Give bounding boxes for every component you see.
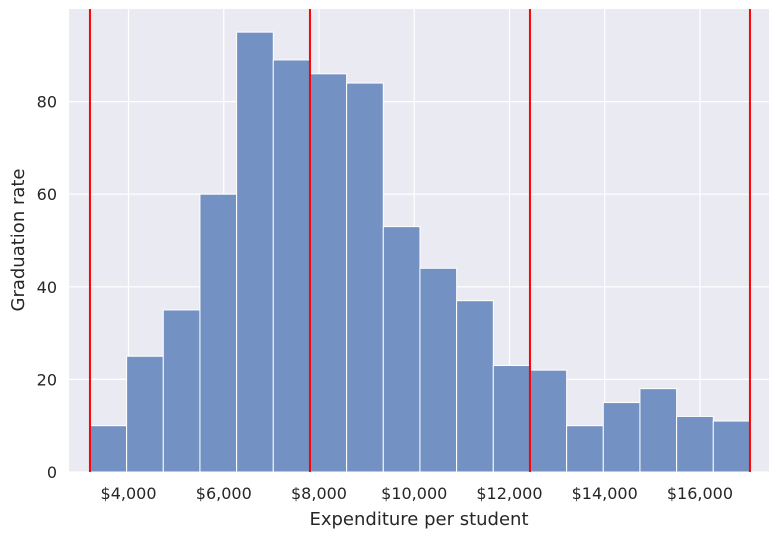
x-tick-labels: $4,000 $6,000 $8,000 $10,000 $12,000 $14,000 $… [101,484,734,503]
y-axis-label: Graduation rate [8,168,29,311]
reference-lines [88,9,751,472]
x-tick-label: $10,000 [381,484,447,503]
histogram-bar [492,365,531,473]
histogram-bar [382,226,421,473]
histogram-bar [126,355,164,473]
y-tick-label: 20 [37,370,57,389]
x-tick-label: $8,000 [291,484,347,503]
histogram-bar [199,193,238,473]
histogram-bar [162,309,201,473]
histogram-bar [236,31,274,473]
histogram-bar [712,420,751,473]
x-tick-label: $4,000 [101,484,157,503]
x-tick-label: $6,000 [196,484,252,503]
x-tick-label: $14,000 [572,484,638,503]
histogram-bar [89,425,128,473]
histogram-bar [676,415,714,473]
histogram-bar [419,267,458,473]
histogram-bar [602,402,641,473]
histogram-bar [272,59,311,473]
x-axis-label: Expenditure per student [309,509,528,530]
x-tick-label: $12,000 [476,484,542,503]
histogram-bar [309,73,348,473]
histogram-bar [566,425,604,473]
y-tick-label: 0 [47,463,57,482]
histogram-bar [529,369,568,473]
y-tick-label: 40 [37,278,57,297]
histogram-bar [346,82,384,473]
histogram-bar [456,300,494,473]
histogram-bar [639,388,678,473]
x-tick-label: $16,000 [667,484,733,503]
y-tick-label: 60 [37,185,57,204]
y-tick-label: 80 [37,93,57,112]
histogram-bars [89,31,751,473]
y-tick-labels: 0 20 40 60 80 [37,93,57,482]
